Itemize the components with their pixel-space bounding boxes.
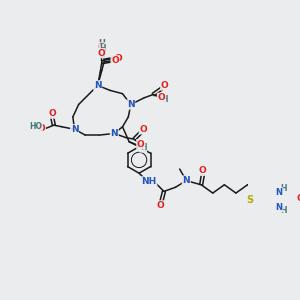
Text: O: O: [161, 81, 169, 90]
Text: N: N: [110, 129, 118, 138]
Text: N: N: [275, 202, 283, 211]
Text: H: H: [280, 206, 286, 215]
Text: HO: HO: [29, 122, 42, 131]
Text: NH: NH: [141, 177, 157, 186]
Text: H: H: [161, 95, 168, 104]
Text: H: H: [140, 143, 146, 152]
Text: N: N: [127, 100, 135, 109]
Text: O: O: [297, 194, 300, 202]
Text: N: N: [182, 176, 190, 185]
Text: O: O: [158, 93, 165, 102]
Text: O: O: [199, 166, 207, 175]
Text: O: O: [97, 49, 105, 58]
Text: S: S: [247, 195, 254, 205]
Text: H: H: [280, 184, 286, 194]
Text: O: O: [157, 201, 164, 210]
Text: N: N: [71, 125, 78, 134]
Text: O: O: [38, 124, 45, 133]
Text: O: O: [111, 56, 119, 65]
Text: O: O: [115, 54, 122, 63]
Text: O: O: [139, 125, 147, 134]
Text: O: O: [48, 109, 56, 118]
Text: N: N: [94, 81, 101, 90]
Text: N: N: [275, 188, 283, 197]
Text: O: O: [98, 43, 106, 52]
Text: O: O: [137, 140, 145, 149]
Text: H: H: [99, 44, 106, 53]
Text: H: H: [98, 39, 105, 48]
